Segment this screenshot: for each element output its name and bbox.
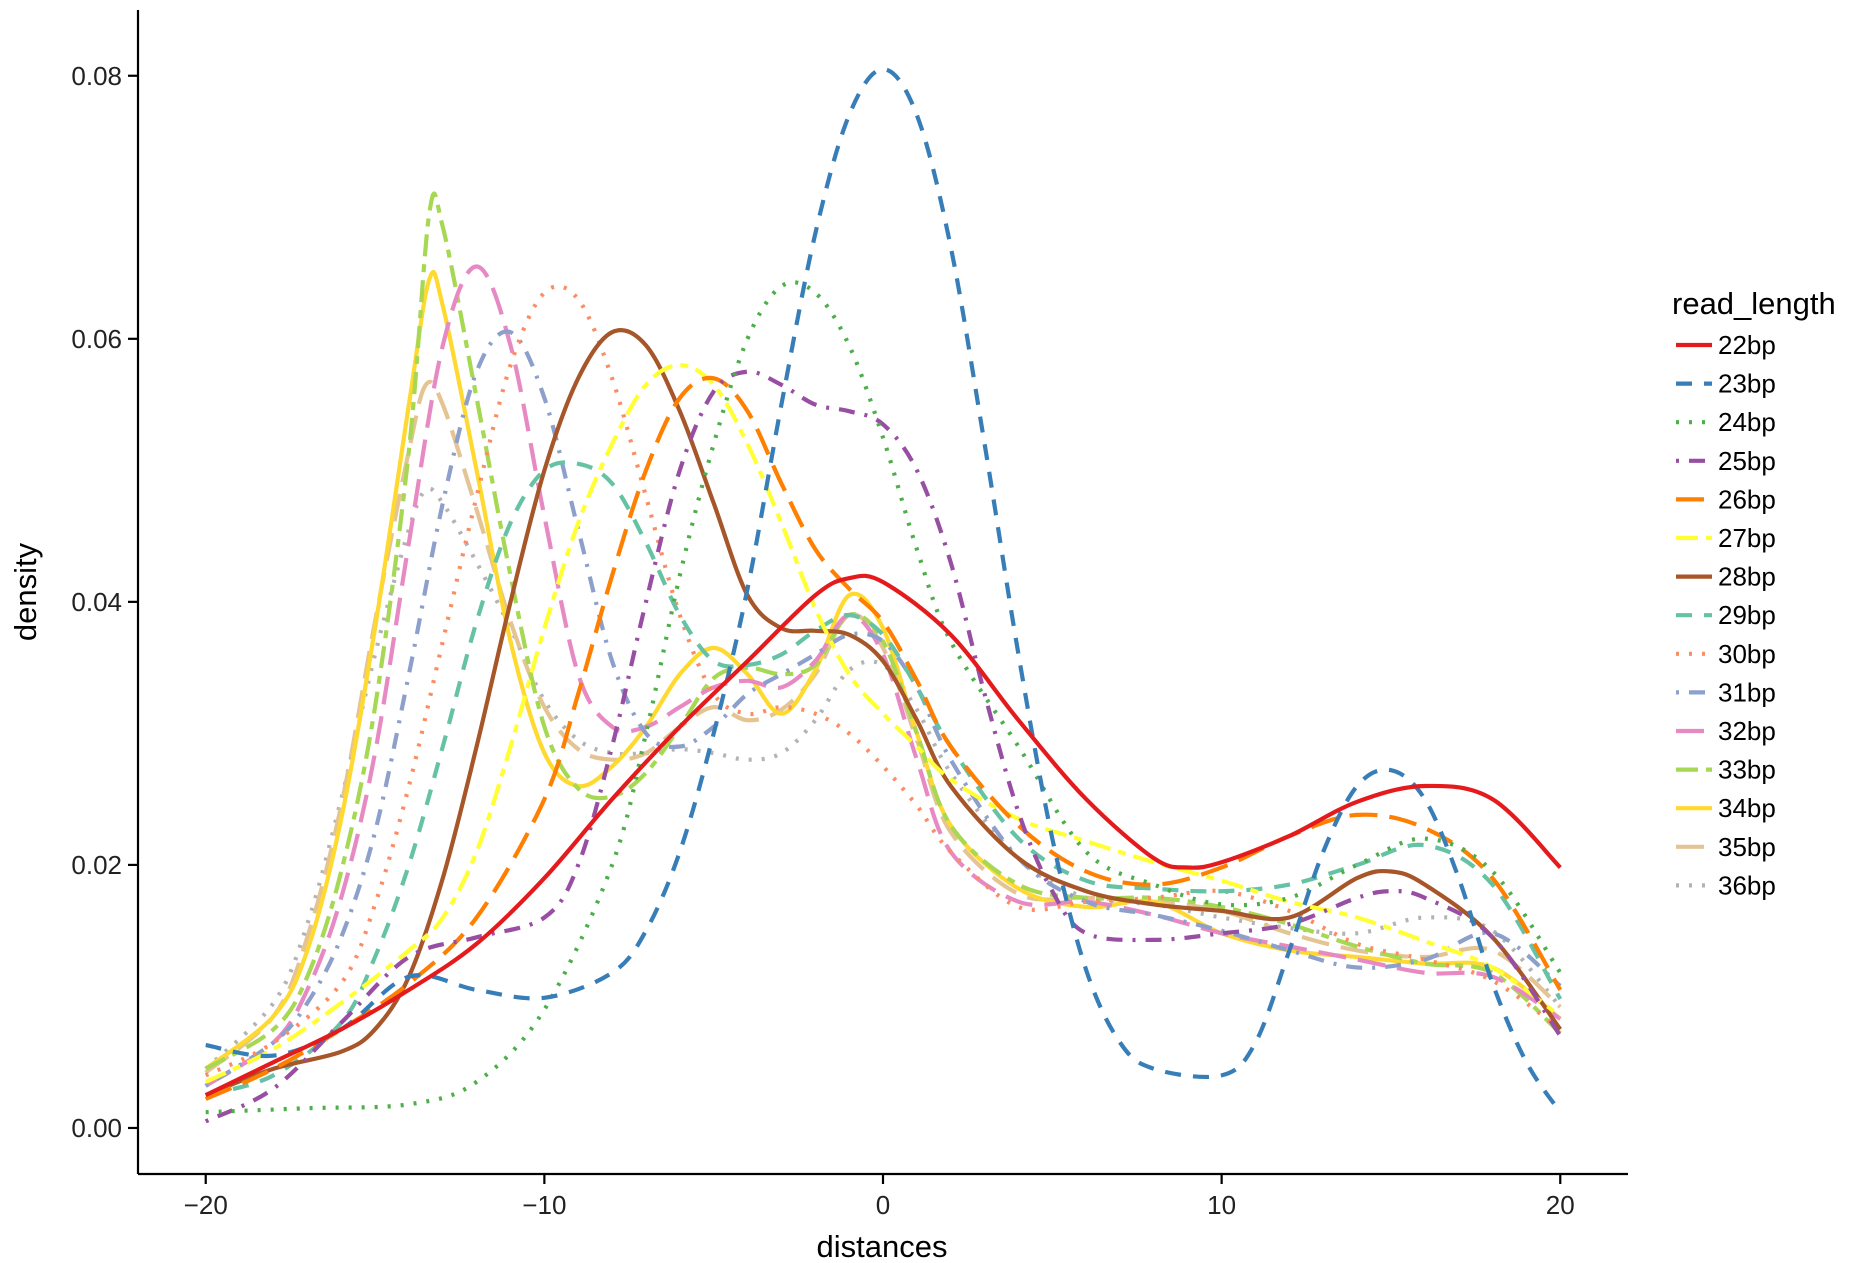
- y-tick-label: 0.02: [71, 850, 122, 880]
- series-line-32bp: [204, 264, 1562, 1088]
- series-line-29bp: [205, 460, 1563, 1098]
- y-tick-label: 0.04: [71, 587, 122, 617]
- legend-label: 29bp: [1718, 600, 1776, 630]
- legend-label: 28bp: [1718, 562, 1776, 592]
- legend-label: 22bp: [1718, 330, 1776, 360]
- legend-label: 33bp: [1718, 755, 1776, 785]
- y-tick-label: 0.08: [71, 61, 122, 91]
- x-tick-label: −10: [522, 1190, 566, 1220]
- legend-label: 31bp: [1718, 677, 1776, 707]
- y-tick-label: 0.00: [71, 1113, 122, 1143]
- series-line-22bp: [204, 573, 1562, 1097]
- legend-label: 27bp: [1718, 523, 1776, 553]
- series-line-30bp: [204, 284, 1562, 1078]
- x-axis-ticks: −20 −10 0 10 20: [184, 1174, 1575, 1220]
- y-axis-title: density: [8, 542, 43, 641]
- legend-label: 34bp: [1718, 793, 1776, 823]
- legend-title: read_length: [1672, 286, 1836, 321]
- x-tick-label: −20: [184, 1190, 228, 1220]
- series-line-28bp: [204, 328, 1562, 1098]
- x-tick-label: 20: [1546, 1190, 1575, 1220]
- y-tick-label: 0.06: [71, 324, 122, 354]
- legend-label: 26bp: [1718, 484, 1776, 514]
- x-tick-label: 10: [1207, 1190, 1236, 1220]
- series-line-34bp: [204, 270, 1562, 1071]
- legend-label: 32bp: [1718, 716, 1776, 746]
- legend-label: 35bp: [1718, 832, 1776, 862]
- legend: read_length 22bp 23bp 24bp 25bp 26bp 27bp 28bp…: [1672, 286, 1836, 900]
- legend-label: 25bp: [1718, 446, 1776, 476]
- series-line-27bp: [204, 363, 1562, 1084]
- legend-label: 24bp: [1718, 407, 1776, 437]
- legend-label: 36bp: [1718, 870, 1776, 900]
- y-axis-ticks: 0.00 0.02 0.04 0.06 0.08: [71, 61, 138, 1143]
- series-line-36bp: [204, 486, 1562, 1071]
- legend-items: 22bp 23bp 24bp 25bp 26bp 27bp 28bp 29bp 30bp 31bp…: [1676, 330, 1776, 900]
- series-line-31bp: [204, 329, 1562, 1088]
- plot-lines: [204, 67, 1563, 1124]
- legend-label: 30bp: [1718, 639, 1776, 669]
- series-line-25bp: [204, 369, 1563, 1124]
- x-axis-title: distances: [817, 1229, 948, 1263]
- x-tick-label: 0: [876, 1190, 890, 1220]
- legend-label: 23bp: [1718, 369, 1776, 399]
